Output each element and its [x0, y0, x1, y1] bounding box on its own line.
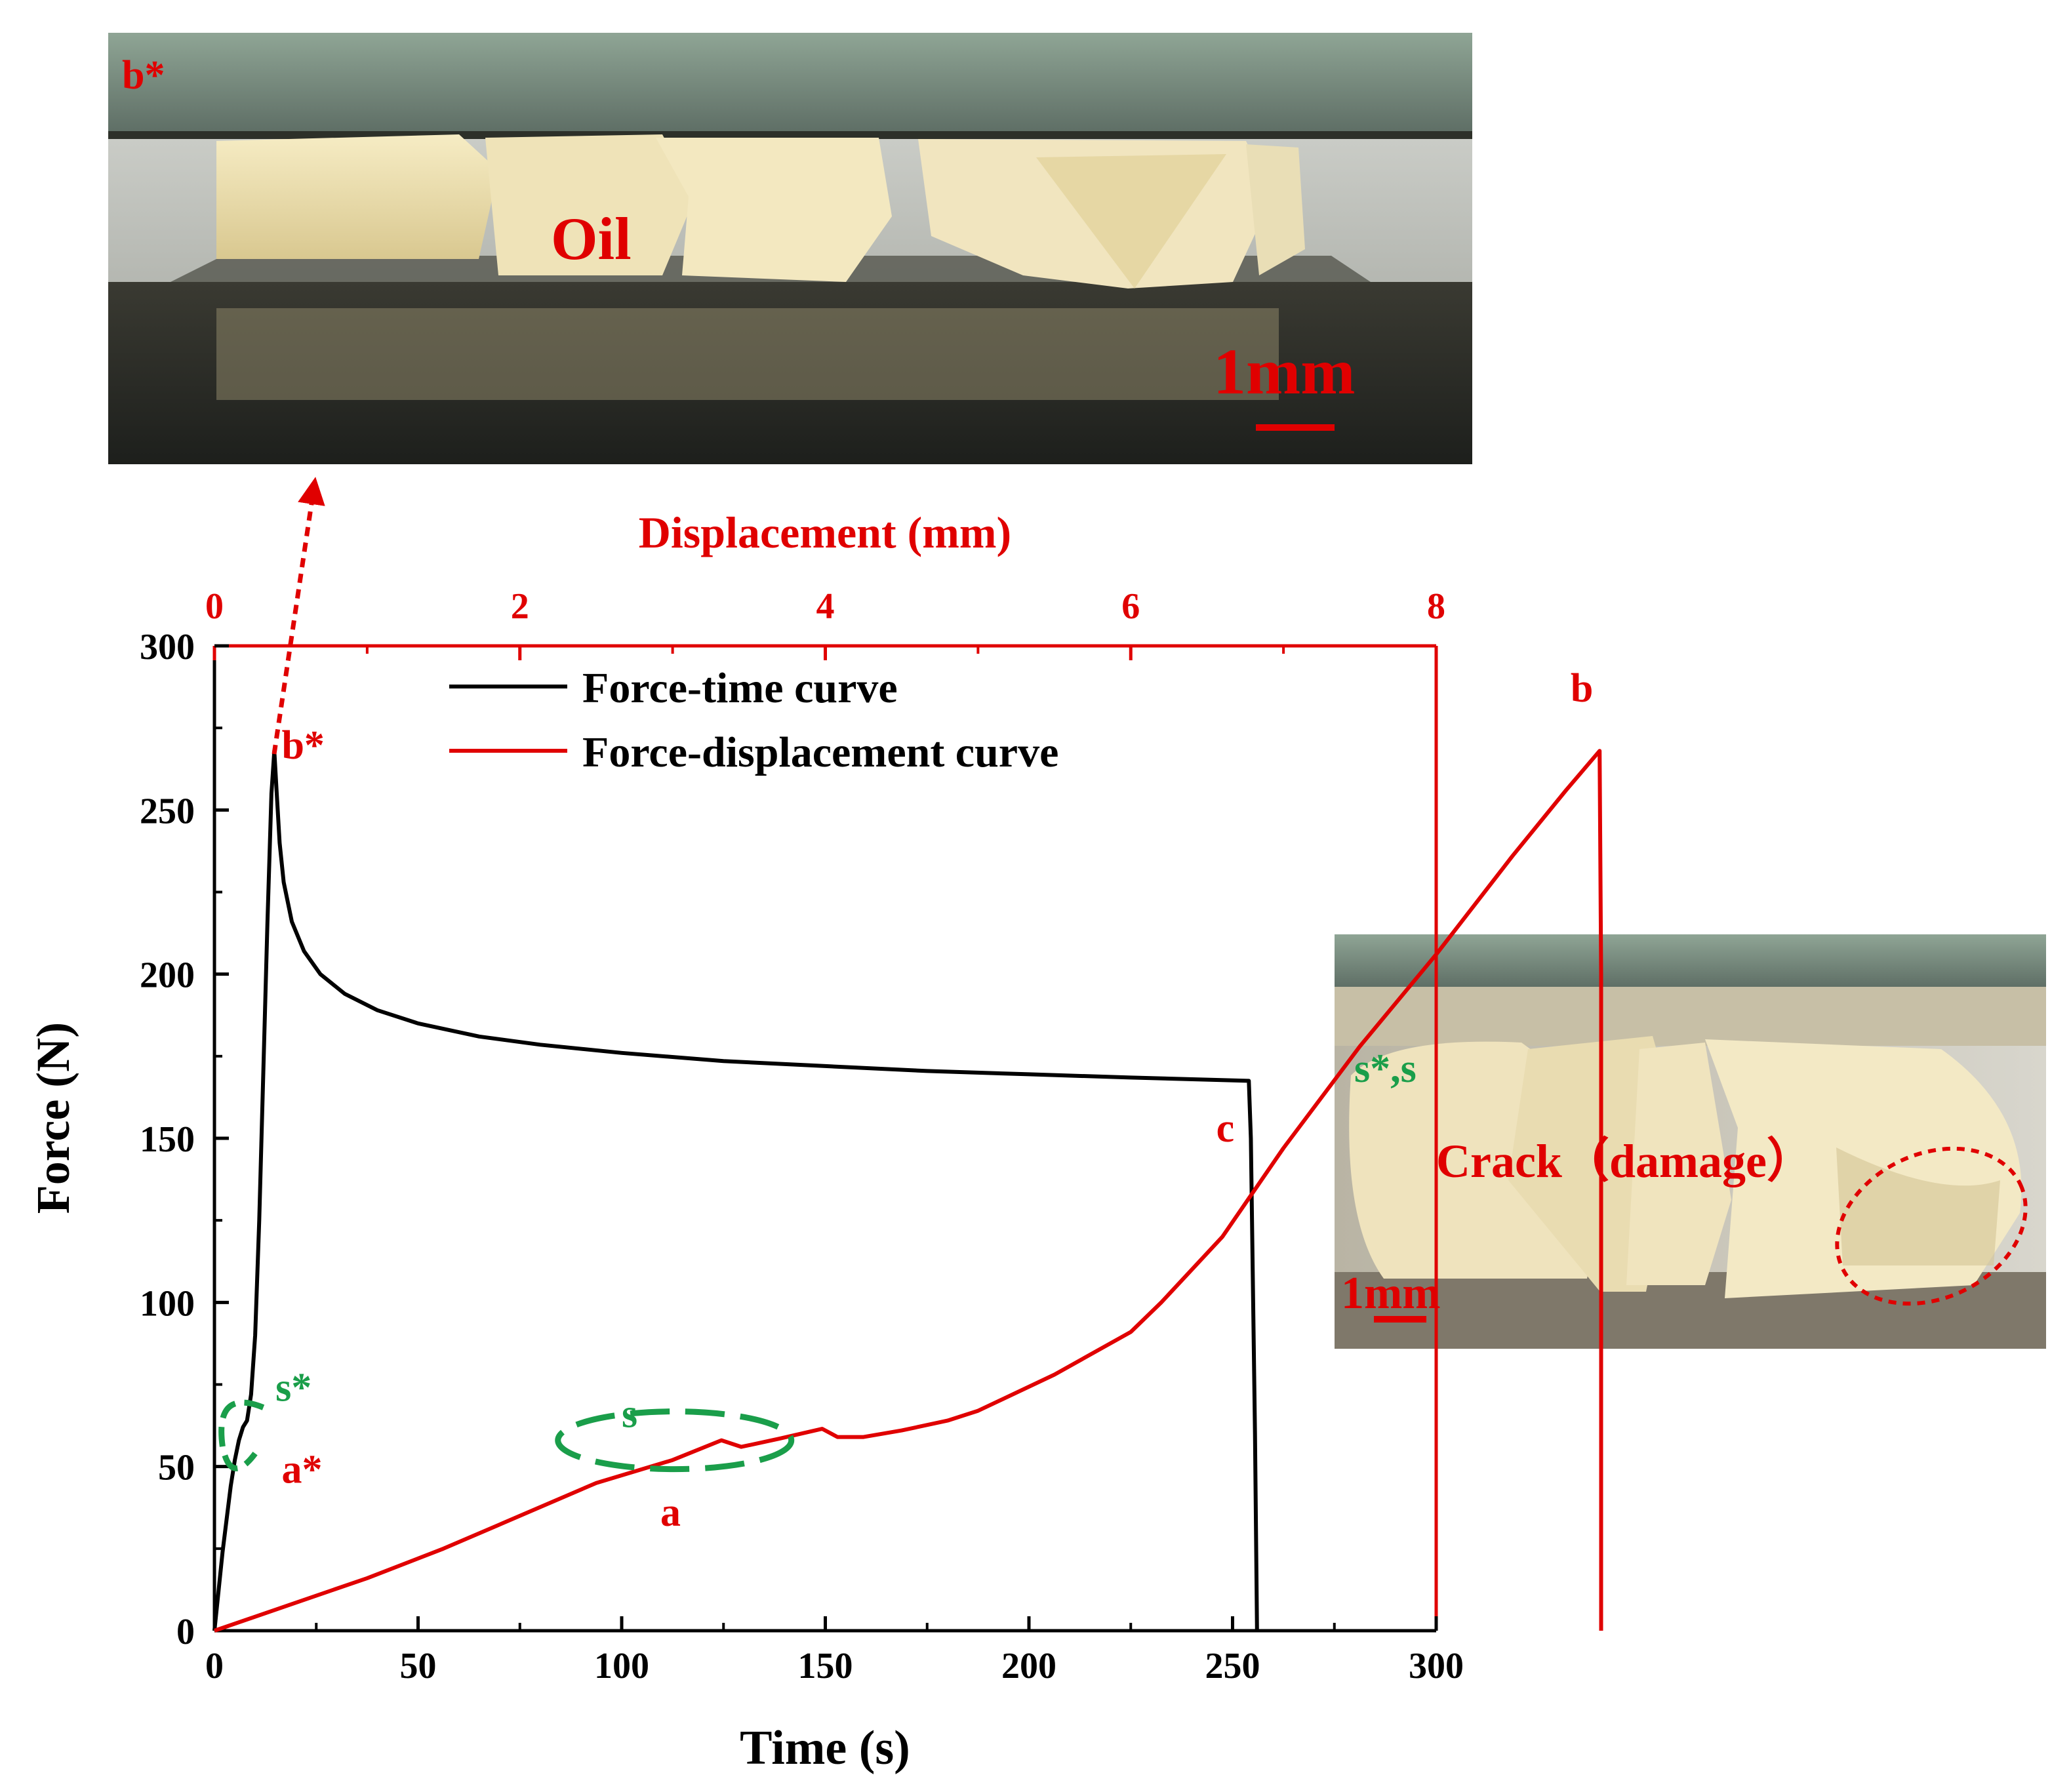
x-tick-label: 100 [594, 1646, 649, 1686]
photo-right-scale-label: 1mm [1341, 1268, 1441, 1319]
crack-label: Crack（damage） [1436, 1135, 1814, 1187]
annotation-b: b [1571, 666, 1593, 711]
x-axis-label: Time (s) [740, 1721, 910, 1775]
oil-label: Oil [551, 205, 632, 272]
y-tick-label: 50 [158, 1448, 195, 1488]
annotation-c: c [1216, 1106, 1235, 1151]
series-force-time [212, 749, 1259, 1631]
x2-tick-label: 6 [1121, 586, 1140, 627]
crack-damage-outline [1835, 1146, 2028, 1306]
legend: Force-time curve Force-displacement curve [449, 664, 1058, 776]
photo-right-label: s*,s [1354, 1046, 1417, 1091]
x2-tick-label: 4 [816, 586, 835, 627]
y-tick-label: 300 [140, 627, 195, 667]
annotation-s-star: s* [275, 1366, 312, 1410]
photo-cracked-kernel-right: s*,s Crack（damage） 1mm [1335, 934, 2046, 1349]
curves [212, 749, 1603, 1633]
x2-tick-label: 8 [1427, 586, 1445, 627]
x-tick-label: 250 [1205, 1646, 1260, 1686]
series-force-displacement [214, 749, 1603, 1633]
x-tick-label: 200 [1001, 1646, 1056, 1686]
arrow-to-top-photo [271, 477, 325, 755]
photo-compressed-kernel-top: b* Oil 1mm [108, 33, 1472, 464]
legend-label: Force-displacement curve [582, 728, 1058, 776]
photo-top-label: b* [122, 53, 165, 98]
annotation-a: a [660, 1490, 681, 1535]
y-tick-label: 100 [140, 1283, 195, 1324]
x-tick-label: 0 [205, 1646, 224, 1686]
annotations: b*bcs*a*sa [218, 666, 1593, 1535]
y-axis-label: Force (N) [27, 1022, 79, 1214]
x2-tick-label: 2 [511, 586, 529, 627]
y-tick-label: 0 [176, 1612, 195, 1652]
x-tick-label: 50 [400, 1646, 437, 1686]
annotation-s-ellipse [555, 1408, 795, 1473]
x2-tick-label: 0 [205, 586, 224, 627]
x2-axis-label: Displacement (mm) [639, 508, 1011, 557]
y-tick-label: 150 [140, 1119, 195, 1160]
y-tick-label: 200 [140, 955, 195, 996]
photo-top-scale-label: 1mm [1213, 335, 1356, 408]
x-tick-label: 150 [798, 1646, 853, 1686]
y-tick-label: 250 [140, 791, 195, 831]
x-tick-label: 300 [1409, 1646, 1464, 1686]
annotation-b-star: b* [281, 723, 324, 768]
annotation-a-star: a* [281, 1448, 322, 1492]
legend-label: Force-time curve [582, 664, 898, 712]
